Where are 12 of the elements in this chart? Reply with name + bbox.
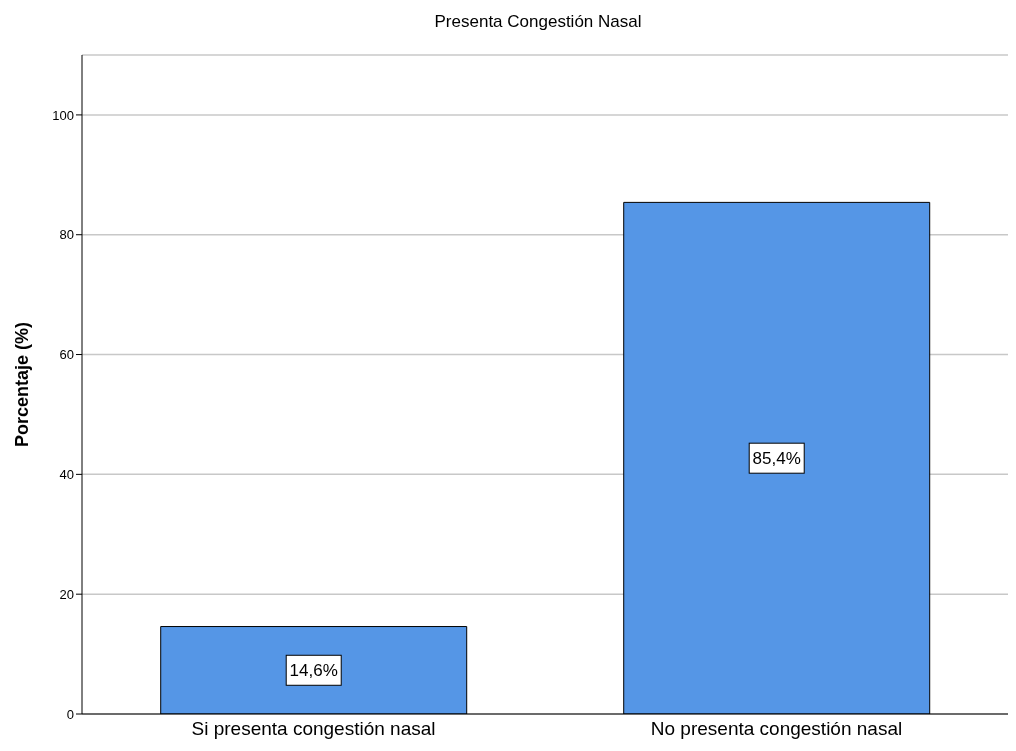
y-tick-label: 80 [59,227,74,243]
y-tick-label: 0 [66,706,74,722]
data-label: 14,6% [289,661,338,681]
y-tick-label: 40 [59,466,74,482]
x-tick-label: Si presenta congestión nasal [191,718,436,740]
y-tick-label: 20 [59,586,74,602]
x-tick-label: No presenta congestión nasal [650,718,903,740]
data-label: 85,4% [752,449,801,469]
y-tick-label: 60 [59,347,74,363]
chart-title: Presenta Congestión Nasal [433,12,643,32]
y-tick-label: 100 [52,107,74,123]
y-axis-title: Porcentaje (%) [12,321,33,448]
